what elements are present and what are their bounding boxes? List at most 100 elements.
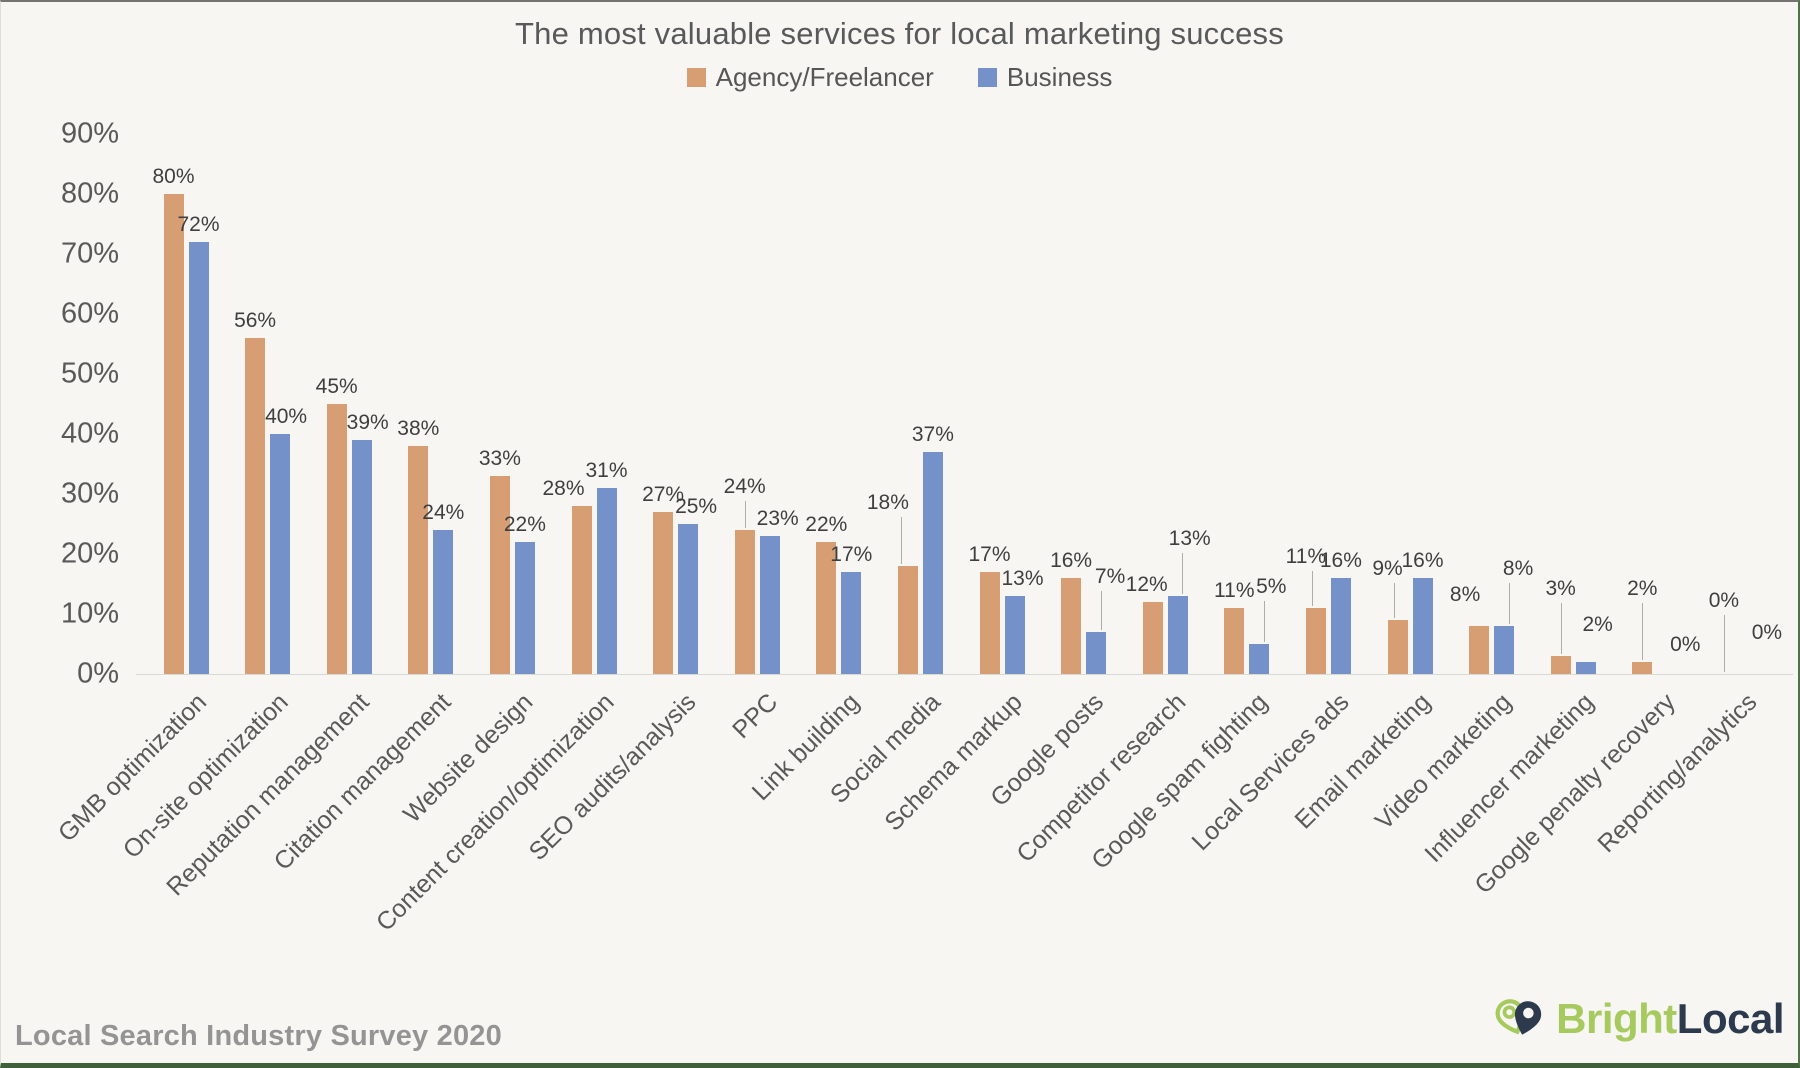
bar-value-label: 0% <box>1670 633 1701 656</box>
bar-value-label: 8% <box>1502 557 1534 580</box>
legend-item-business: Business <box>977 62 1113 93</box>
label-leader-line <box>1394 583 1395 618</box>
bar-value-label: 72% <box>177 213 220 236</box>
legend-label: Business <box>1006 62 1113 92</box>
bar <box>979 572 1000 674</box>
bar <box>270 434 291 674</box>
label-leader-line <box>1509 583 1510 624</box>
label-leader-line <box>1561 603 1562 654</box>
y-axis-tick-label: 90% <box>60 117 119 150</box>
x-axis-label-text: PPC <box>726 688 783 745</box>
bar <box>1004 596 1025 674</box>
y-axis-tick-label: 50% <box>60 357 119 390</box>
y-axis-tick-label: 10% <box>60 597 119 630</box>
brightlocal-logo: BrightLocal <box>1490 989 1785 1049</box>
bar <box>571 506 592 674</box>
bar-value-label: 0% <box>1751 621 1783 644</box>
bar <box>1330 578 1351 674</box>
bar <box>1061 578 1082 674</box>
bar <box>489 476 510 674</box>
bar <box>1249 644 1270 674</box>
bar <box>841 572 862 674</box>
label-leader-line <box>1724 615 1725 672</box>
bar <box>1142 602 1163 674</box>
bar-value-label: 56% <box>234 309 277 332</box>
legend-item-agency-freelancer: Agency/Freelancer <box>686 62 934 93</box>
bar <box>1494 626 1515 674</box>
label-leader-line <box>1312 571 1313 606</box>
label-leader-line <box>901 517 902 564</box>
bar <box>433 530 454 674</box>
bar-value-label: 12% <box>1125 573 1168 596</box>
bar-value-label: 9% <box>1372 557 1403 580</box>
bar <box>653 512 674 674</box>
bar-value-label: 13% <box>1001 567 1044 590</box>
label-leader-line <box>745 501 746 528</box>
y-axis-tick-label: 60% <box>60 297 119 330</box>
bar <box>734 530 755 674</box>
bar-value-label: 38% <box>397 417 440 440</box>
bar-value-label: 27% <box>642 483 685 506</box>
legend-label: Agency/Freelancer <box>715 62 934 92</box>
y-axis-tick-label: 70% <box>60 237 119 270</box>
bar-value-label: 22% <box>503 513 546 536</box>
label-leader-line <box>1642 603 1643 660</box>
bar <box>816 542 837 674</box>
y-axis-tick-label: 0% <box>77 657 119 690</box>
bar-value-label: 39% <box>346 411 389 434</box>
bar <box>1575 662 1596 674</box>
y-axis-tick-label: 80% <box>60 177 119 210</box>
bar <box>351 440 372 674</box>
bar <box>1387 620 1408 674</box>
y-axis-tick-label: 40% <box>60 417 119 450</box>
bar <box>408 446 429 674</box>
label-leader-line <box>1182 553 1183 594</box>
bar-value-label: 2% <box>1627 577 1658 600</box>
bar-value-label: 7% <box>1094 565 1126 588</box>
x-axis-label-text: Reporting/analytics <box>1592 688 1763 859</box>
bar <box>188 242 209 674</box>
bar <box>245 338 266 674</box>
x-axis-label-text: GMB optimization <box>52 688 212 848</box>
chart-title: The most valuable services for local mar… <box>515 16 1284 51</box>
bar <box>326 404 347 674</box>
bar <box>163 194 184 674</box>
bar-value-label: 22% <box>805 513 848 536</box>
bar-value-label: 45% <box>315 375 358 398</box>
brightlocal-pin-icon <box>1495 999 1542 1035</box>
bar <box>1632 662 1653 674</box>
bar-value-label: 80% <box>152 165 195 188</box>
legend-swatch-agency-icon <box>686 68 706 87</box>
bar-value-label: 28% <box>542 477 585 500</box>
bar-value-label: 11% <box>1285 545 1327 568</box>
bar-value-label: 40% <box>265 405 308 428</box>
bar-value-label: 8% <box>1449 583 1481 606</box>
x-axis-line <box>136 674 1793 675</box>
bar-value-label: 23% <box>756 507 799 530</box>
bar <box>1469 626 1490 674</box>
bar <box>1086 632 1107 674</box>
bar-value-label: 37% <box>911 423 954 446</box>
label-leader-line <box>1264 601 1265 642</box>
bar <box>897 566 918 674</box>
x-axis-label-text: Schema markup <box>879 688 1028 837</box>
bar <box>1305 608 1326 674</box>
bar-value-label: 17% <box>968 543 1011 566</box>
bar <box>596 488 617 674</box>
bar <box>922 452 943 674</box>
bar-value-label: 24% <box>422 501 465 524</box>
bar-value-label: 31% <box>585 459 628 482</box>
bar-value-label: 25% <box>675 495 718 518</box>
chart-legend: Agency/Freelancer Business <box>1 62 1798 93</box>
bar-value-label: 18% <box>866 491 909 514</box>
bar <box>1167 596 1188 674</box>
y-axis-tick-label: 30% <box>60 477 119 510</box>
bar-value-label: 16% <box>1050 549 1093 572</box>
bar-value-label: 0% <box>1708 589 1740 612</box>
bar <box>514 542 535 674</box>
label-leader-line <box>1101 591 1102 630</box>
x-axis-label-text: Local Services ads <box>1186 688 1355 857</box>
bar <box>1550 656 1571 674</box>
bar-value-label: 2% <box>1582 613 1613 636</box>
